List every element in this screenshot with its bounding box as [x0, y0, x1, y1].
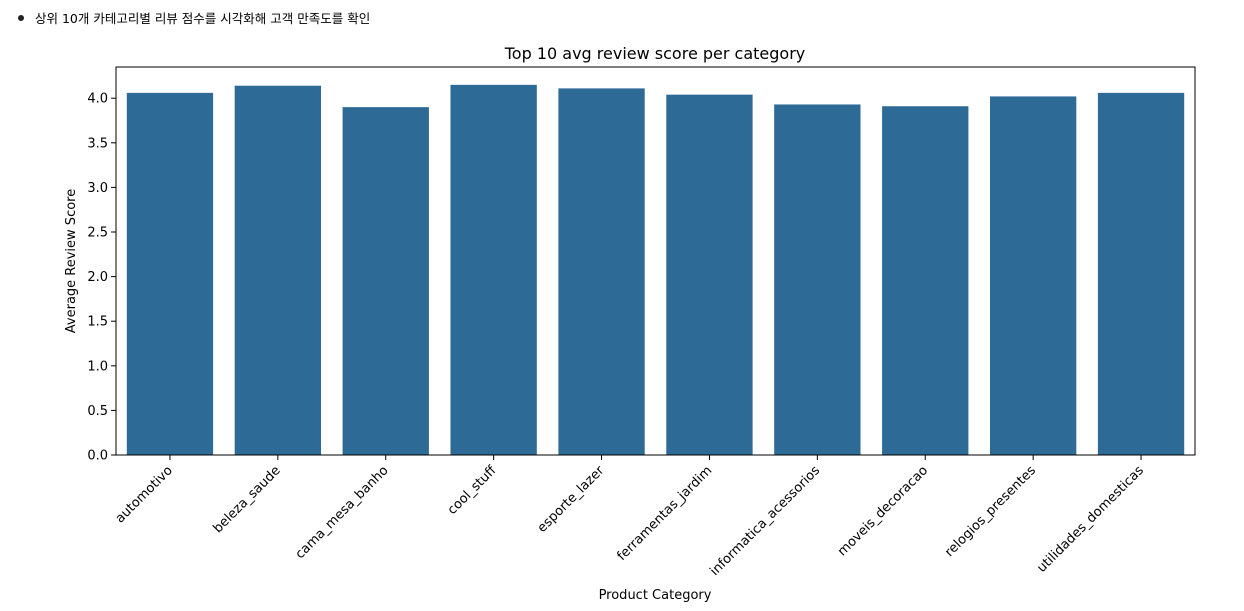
bar-beleza_saude: [234, 85, 322, 456]
note-text: 상위 10개 카테고리별 리뷰 점수를 시각화해 고객 만족도를 확인: [35, 11, 371, 26]
x-tick-label: relogios_presentes: [942, 463, 1039, 560]
y-tick-label: 2.0: [87, 270, 108, 285]
x-tick-label: informatica_acessorios: [707, 463, 823, 579]
chart-title: Top 10 avg review score per category: [504, 44, 806, 63]
x-tick-label: automotivo: [113, 463, 176, 526]
bar-ferramentas_jardim: [666, 94, 753, 455]
bar-moveis_decoracao: [882, 106, 969, 456]
y-tick-label: 4.0: [87, 92, 108, 107]
x-tick-label: cool_stuff: [445, 462, 500, 517]
x-tick-label: ferramentas_jardim: [615, 463, 716, 564]
y-tick-label: 0.0: [87, 449, 108, 464]
y-axis-label: Average Review Score: [64, 189, 79, 333]
x-tick-label: esporte_lazer: [535, 463, 608, 536]
bar-utilidades_domesticas: [1097, 92, 1185, 455]
x-tick-label: utilidades_domesticas: [1034, 463, 1147, 576]
x-tick-label: beleza_saude: [211, 463, 284, 536]
y-tick-label: 3.5: [87, 136, 108, 151]
plot-frame: [115, 66, 1196, 456]
bullet-icon: [18, 14, 24, 21]
bar-informatica_acessorios: [774, 104, 861, 455]
bar-automotivo: [126, 92, 214, 455]
x-tick-label: cama_mesa_banho: [293, 463, 392, 562]
bar-esporte_lazer: [558, 88, 645, 456]
bar-cama_mesa_banho: [342, 107, 429, 455]
bar-cool_stuff: [450, 84, 537, 455]
y-tick-label: 0.5: [87, 404, 108, 419]
x-tick-label: moveis_decoracao: [835, 463, 931, 559]
bullet-note: 상위 10개 카테고리별 리뷰 점수를 시각화해 고객 만족도를 확인: [18, 8, 370, 27]
bar-relogios_presentes: [989, 96, 1077, 456]
y-tick-label: 1.5: [87, 315, 108, 330]
bars-group: [126, 84, 1185, 456]
x-axis: automotivo beleza_saude cama_mesa_banho coo…: [113, 455, 1147, 579]
y-tick-label: 3.0: [87, 181, 108, 196]
x-axis-label: Product Category: [599, 588, 712, 603]
y-tick-label: 1.0: [87, 359, 108, 374]
y-tick-label: 2.5: [87, 226, 108, 241]
y-axis: 0.0 0.5 1.0 1.5 2.0 2.5 3.0 3.5 4.0: [87, 92, 116, 464]
